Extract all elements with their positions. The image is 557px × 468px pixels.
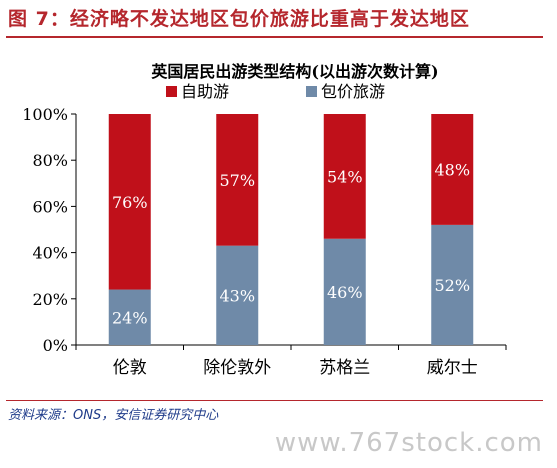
legend-swatch-self-guided	[166, 86, 177, 97]
data-label-self-guided: 76%	[112, 193, 148, 212]
watermark: www.767stock.com	[274, 428, 543, 458]
bar-segment-self-guided	[431, 114, 474, 225]
bar-segment-self-guided	[216, 114, 259, 246]
title-rule	[6, 36, 543, 38]
data-label-package: 52%	[434, 276, 470, 295]
x-category-label: 苏格兰	[319, 358, 370, 378]
stacked-bar-chart: 英国居民出游类型结构(以出游次数计算)自助游 包价旅游 0% 20% 40% 60% 80%…	[22, 62, 507, 378]
source-note: 资料来源：ONS，安信证券研究中心	[8, 408, 219, 423]
data-label-self-guided: 54%	[327, 167, 363, 186]
y-tick-label: 0%	[43, 336, 68, 355]
x-category-label: 伦敦	[113, 358, 147, 378]
x-category-label: 除伦敦外	[203, 358, 271, 378]
bar-segment-package	[108, 289, 151, 345]
bar-segment-package	[323, 238, 366, 345]
data-label-package: 43%	[219, 286, 255, 305]
data-label-package: 24%	[112, 308, 148, 327]
chart-title: 英国居民出游类型结构(以出游次数计算)	[150, 62, 438, 81]
legend-swatch-package	[306, 86, 317, 97]
bar-segment-package	[431, 224, 474, 345]
y-tick-label: 20%	[32, 290, 68, 309]
data-label-package: 46%	[327, 283, 363, 302]
source-rule	[6, 400, 543, 401]
y-tick-label: 80%	[32, 151, 68, 170]
y-tick-label: 40%	[32, 244, 68, 263]
y-tick-label: 60%	[32, 197, 68, 216]
data-label-self-guided: 57%	[219, 171, 255, 190]
bar-segment-self-guided	[108, 114, 151, 290]
data-label-self-guided: 48%	[434, 160, 470, 179]
x-category-label: 威尔士	[427, 358, 478, 378]
legend-label-self-guided: 自助游	[181, 82, 229, 101]
figure-title: 图 7：经济略不发达地区包价旅游比重高于发达地区	[8, 8, 470, 30]
bar-segment-self-guided	[323, 114, 366, 239]
bar-segment-package	[216, 245, 259, 345]
legend-label-package: 包价旅游	[321, 82, 385, 101]
y-tick-label: 100%	[22, 105, 68, 124]
